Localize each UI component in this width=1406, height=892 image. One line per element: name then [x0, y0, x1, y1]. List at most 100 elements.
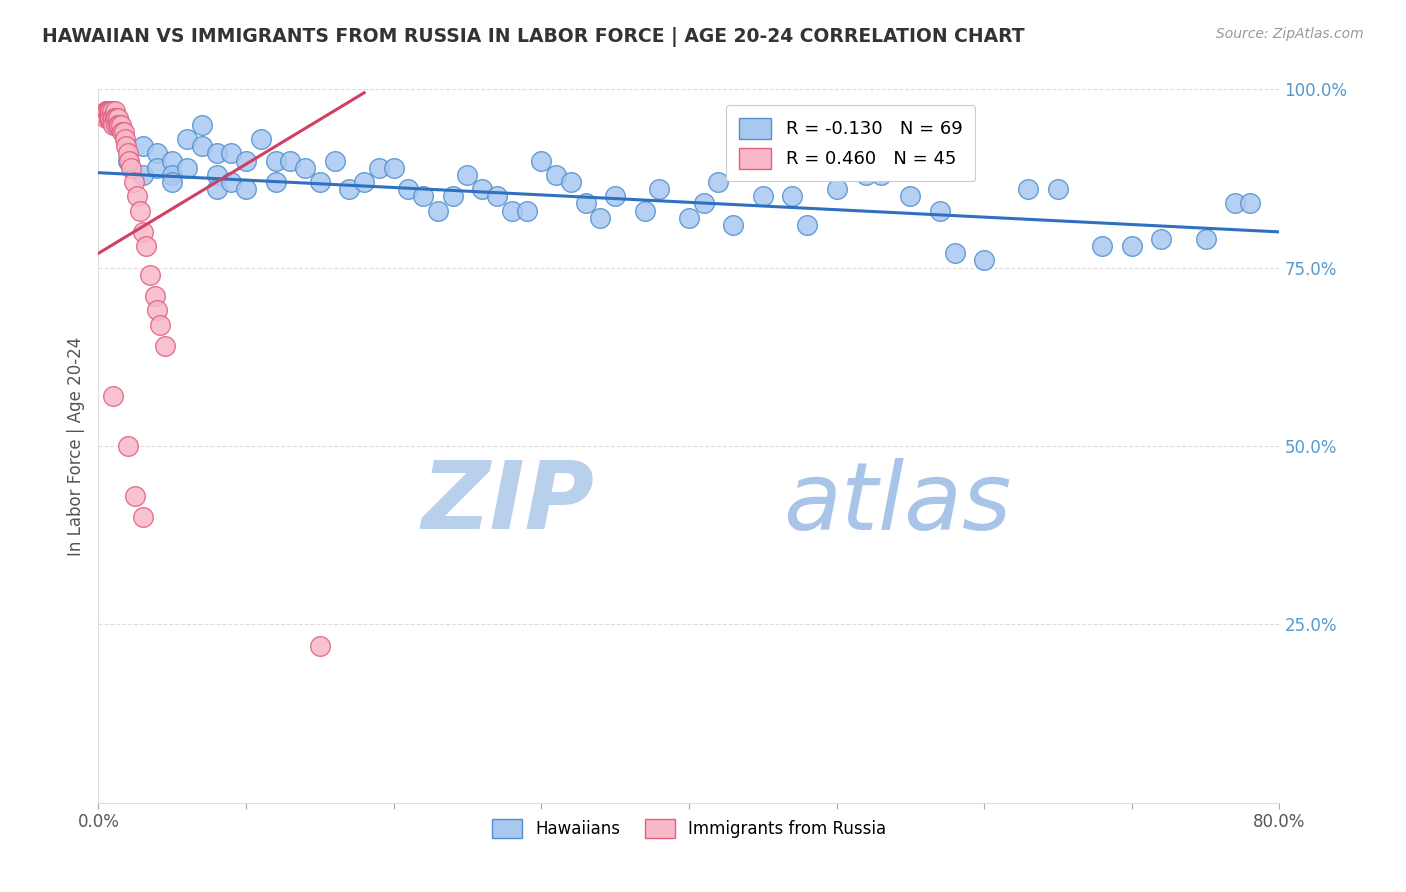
Point	[120, 161, 142, 175]
Point	[634, 203, 657, 218]
Point	[103, 389, 125, 403]
Point	[146, 303, 169, 318]
Point	[205, 168, 228, 182]
Point	[648, 182, 671, 196]
Point	[782, 189, 804, 203]
Point	[693, 196, 716, 211]
Point	[309, 175, 332, 189]
Point	[339, 182, 361, 196]
Point	[221, 175, 243, 189]
Point	[353, 175, 375, 189]
Point	[412, 189, 434, 203]
Point	[1018, 182, 1040, 196]
Point	[117, 439, 139, 453]
Point	[146, 161, 169, 175]
Point	[135, 239, 157, 253]
Point	[104, 103, 127, 118]
Point	[309, 639, 332, 653]
Point	[103, 111, 125, 125]
Point	[149, 318, 172, 332]
Point	[516, 203, 538, 218]
Point	[132, 139, 155, 153]
Point	[176, 161, 198, 175]
Point	[575, 196, 598, 211]
Point	[117, 146, 139, 161]
Point	[221, 146, 243, 161]
Point	[427, 203, 450, 218]
Point	[235, 182, 257, 196]
Point	[929, 203, 952, 218]
Point	[264, 175, 287, 189]
Point	[146, 146, 169, 161]
Point	[205, 182, 228, 196]
Point	[1195, 232, 1218, 246]
Point	[560, 175, 582, 189]
Point	[104, 111, 127, 125]
Point	[855, 168, 877, 182]
Point	[118, 153, 141, 168]
Point	[235, 153, 257, 168]
Point	[98, 103, 121, 118]
Point	[132, 168, 155, 182]
Point	[501, 203, 523, 218]
Point	[105, 111, 128, 125]
Point	[97, 111, 120, 125]
Point	[1121, 239, 1143, 253]
Point	[125, 189, 148, 203]
Point	[471, 182, 494, 196]
Point	[264, 153, 287, 168]
Legend: Hawaiians, Immigrants from Russia: Hawaiians, Immigrants from Russia	[481, 809, 897, 848]
Point	[115, 139, 138, 153]
Point	[128, 203, 150, 218]
Point	[546, 168, 568, 182]
Point	[589, 211, 612, 225]
Point	[1091, 239, 1114, 253]
Point	[900, 189, 922, 203]
Point	[122, 175, 145, 189]
Text: Source: ZipAtlas.com: Source: ZipAtlas.com	[1216, 27, 1364, 41]
Point	[1239, 196, 1261, 211]
Point	[117, 153, 139, 168]
Point	[176, 132, 198, 146]
Point	[486, 189, 509, 203]
Point	[108, 118, 131, 132]
Point	[111, 125, 134, 139]
Point	[707, 175, 730, 189]
Point	[441, 189, 464, 203]
Point	[139, 268, 162, 282]
Point	[100, 111, 122, 125]
Point	[114, 132, 136, 146]
Point	[457, 168, 479, 182]
Point	[162, 175, 183, 189]
Point	[100, 103, 122, 118]
Point	[191, 139, 214, 153]
Point	[678, 211, 700, 225]
Point	[94, 111, 117, 125]
Point	[110, 118, 132, 132]
Point	[398, 182, 420, 196]
Text: HAWAIIAN VS IMMIGRANTS FROM RUSSIA IN LABOR FORCE | AGE 20-24 CORRELATION CHART: HAWAIIAN VS IMMIGRANTS FROM RUSSIA IN LA…	[42, 27, 1025, 46]
Point	[96, 103, 118, 118]
Point	[97, 111, 120, 125]
Text: ZIP: ZIP	[422, 457, 595, 549]
Point	[191, 118, 214, 132]
Point	[105, 118, 128, 132]
Point	[97, 103, 120, 118]
Point	[723, 218, 745, 232]
Point	[96, 103, 118, 118]
Point	[294, 161, 316, 175]
Point	[323, 153, 346, 168]
Point	[205, 146, 228, 161]
Point	[605, 189, 627, 203]
Point	[103, 118, 125, 132]
Point	[1150, 232, 1173, 246]
Point	[250, 132, 273, 146]
Point	[107, 111, 129, 125]
Point	[752, 189, 775, 203]
Point	[132, 510, 155, 524]
Point	[382, 161, 405, 175]
Point	[112, 125, 135, 139]
Point	[143, 289, 166, 303]
Point	[973, 253, 995, 268]
Text: atlas: atlas	[783, 458, 1012, 549]
